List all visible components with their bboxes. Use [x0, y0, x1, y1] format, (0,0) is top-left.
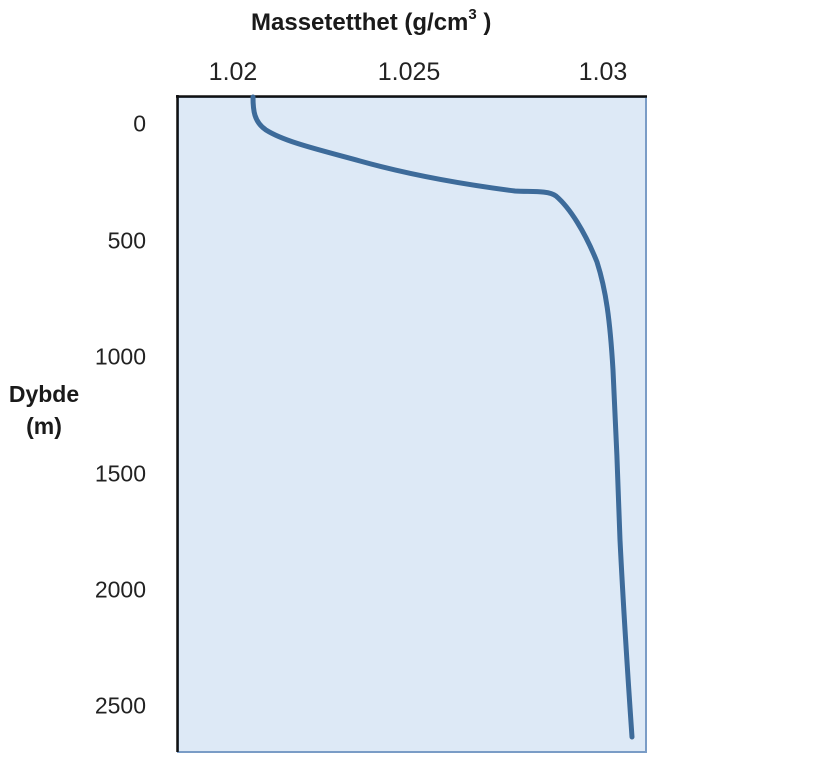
chart-title-end: ) — [476, 9, 492, 36]
y-axis-label-line1: Dybde — [8, 381, 80, 407]
y-axis-label-line2: (m) — [26, 413, 62, 439]
y-tick-label: 1000 — [94, 343, 146, 370]
x-tick-label: 1.03 — [578, 58, 628, 86]
x-tick-label: 1.02 — [208, 58, 258, 86]
x-tick-label: 1.025 — [377, 58, 441, 86]
chart-title-main: Massetetthet (g/cm — [251, 9, 469, 36]
y-tick-label: 1500 — [94, 460, 146, 487]
chart-title-superscript: 3 — [468, 6, 477, 23]
y-axis-label: Dybde (m) — [0, 378, 88, 442]
density-curve — [250, 94, 635, 740]
y-tick-label: 2000 — [94, 576, 146, 603]
chart-title: Massetetthet (g/cm3 ) — [251, 6, 492, 37]
y-tick-label: 0 — [133, 110, 146, 137]
plot-background — [177, 96, 647, 753]
y-tick-label: 2500 — [94, 692, 146, 719]
y-tick-label: 500 — [107, 227, 146, 254]
